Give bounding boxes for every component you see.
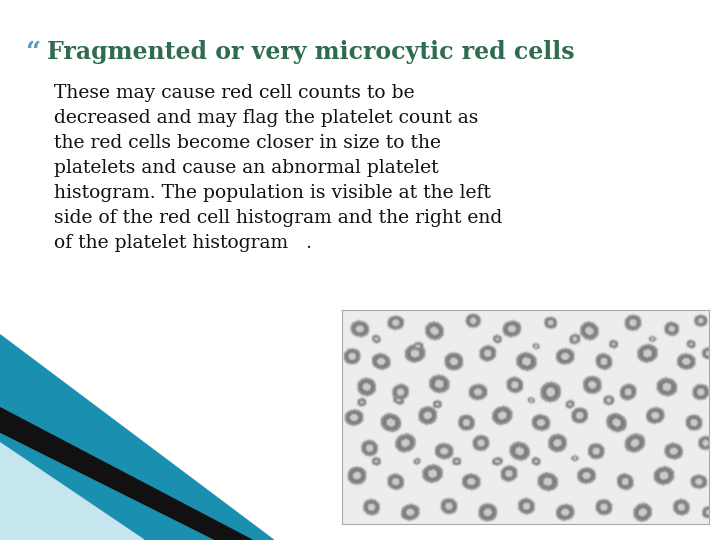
Polygon shape bbox=[0, 408, 252, 540]
Polygon shape bbox=[0, 443, 144, 540]
Text: “: “ bbox=[25, 40, 40, 65]
Text: These may cause red cell counts to be
decreased and may flag the platelet count : These may cause red cell counts to be de… bbox=[54, 84, 503, 252]
Text: Fragmented or very microcytic red cells: Fragmented or very microcytic red cells bbox=[47, 40, 575, 64]
Polygon shape bbox=[0, 335, 274, 540]
